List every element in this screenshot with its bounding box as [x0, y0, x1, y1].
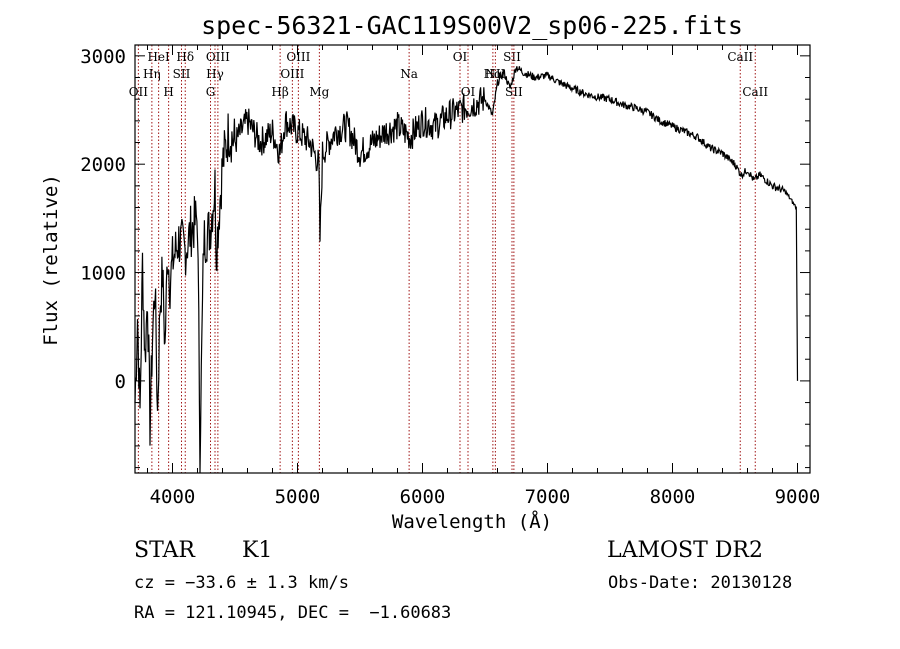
spectral-line-label: OII — [129, 85, 149, 99]
chart-title: spec-56321-GAC119S00V2_sp06-225.fits — [201, 11, 743, 40]
spectral-line-label: G — [206, 85, 216, 99]
spectral-line-label: OIII — [286, 50, 310, 64]
y-axis-label: Flux (relative) — [40, 174, 62, 346]
spectral-line-label: Mg — [309, 85, 329, 99]
spectral-line-label: SII — [505, 85, 523, 99]
object-subclass: K1 — [242, 538, 273, 563]
spectral-line-label: Hα — [484, 67, 503, 81]
spectral-line-label: CaII — [742, 85, 768, 99]
y-tick-label: 0 — [115, 371, 126, 393]
y-tick-label: 1000 — [80, 263, 126, 285]
spectral-line-label: Hη — [143, 67, 161, 81]
spectral-line-label: SII — [173, 67, 191, 81]
survey-name: LAMOST DR2 — [607, 538, 763, 563]
spectrum-line — [134, 66, 799, 473]
spectral-line-label: Hγ — [206, 67, 224, 81]
spectral-line-label: Hδ — [176, 50, 194, 64]
spectral-line-label: Hβ — [271, 85, 288, 99]
x-axis-label: Wavelength (Å) — [392, 510, 552, 533]
spectral-line-label: CaII — [727, 50, 753, 64]
redshift-text: cz = −33.6 ± 1.3 km/s — [134, 573, 349, 593]
spectral-line-label: HeI — [147, 50, 170, 64]
spectral-line-label: NII — [485, 67, 505, 81]
x-tick-label: 6000 — [400, 486, 446, 508]
spectral-line-label: OIII — [280, 67, 304, 81]
y-tick-label: 3000 — [80, 46, 126, 68]
axis-ticks: 4000 5000 6000 7000 8000 9000 0 1000 2000 3000 — [80, 45, 820, 508]
object-class: STAR — [134, 538, 195, 563]
obs-date: Obs-Date: 20130128 — [608, 573, 793, 593]
y-tick-label: 2000 — [80, 154, 126, 176]
x-tick-label: 7000 — [525, 486, 571, 508]
x-tick-label: 4000 — [150, 486, 196, 508]
spectral-line-label: OIII — [206, 50, 230, 64]
spectral-line-label: OI — [453, 50, 468, 64]
x-tick-label: 8000 — [650, 486, 696, 508]
coordinates: RA = 121.10945, DEC = −1.60683 — [134, 603, 452, 623]
spectral-line-label: H — [163, 85, 173, 99]
spectral-line-label: SII — [503, 50, 521, 64]
spectral-line-label: Na — [400, 67, 418, 81]
x-tick-label: 9000 — [775, 486, 821, 508]
x-tick-label: 5000 — [275, 486, 321, 508]
